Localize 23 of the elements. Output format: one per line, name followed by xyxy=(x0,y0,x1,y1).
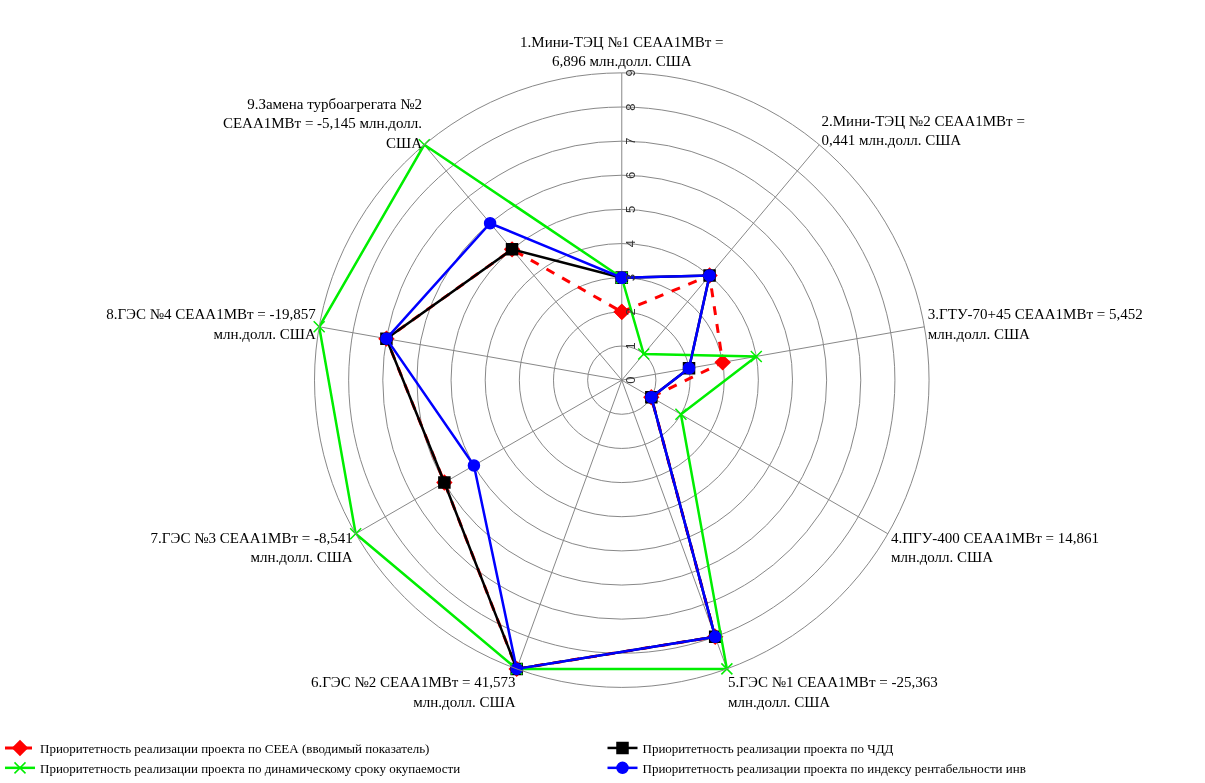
y-tick-label: 2 xyxy=(623,308,639,316)
spoke-label: 3.ГТУ-70+45 СЕАА1МВт = 5,452 млн.долл. США xyxy=(927,306,1143,342)
spoke-label: 6.ГЭС №2 СЕАА1МВт = 41,573 млн.долл. США xyxy=(310,674,516,710)
legend-label: Приоритетность реализации проекта по СЕЕА (вводимый показатель) xyxy=(40,741,430,757)
spoke-label: 7.ГЭС №3 СЕАА1МВт = -8,541 млн.долл. США xyxy=(150,529,353,566)
y-tick-label: 5 xyxy=(623,205,639,214)
spoke-label: 5.ГЭС №1 СЕАА1МВт = -25,363 млн.долл. США xyxy=(728,674,938,710)
spoke-label: 9.Замена турбоагрегата №2 СЕАА1МВт = -5,145 млн.долл. США xyxy=(222,95,423,151)
spoke-label: 2.Мини-ТЭЦ №2 СЕАА1МВт = 0,441 млн.долл. США xyxy=(821,112,1025,149)
legend-label: Приоритетность реализации проекта по ЧДД xyxy=(642,741,894,757)
y-tick-label: 3 xyxy=(623,274,639,282)
y-tick-label: 7 xyxy=(623,137,639,145)
legend-label: Приоритетность реализации проекта по динамическому сроку окупаемости xyxy=(40,760,461,776)
y-tick-label: 9 xyxy=(623,69,639,77)
y-tick-label: 4 xyxy=(623,239,639,248)
spoke-label: 1.Мини-ТЭЦ №1 СЕАА1МВт = 6,896 млн.долл. США xyxy=(520,33,724,70)
y-tick-label: 0 xyxy=(623,376,639,384)
spoke-label: 4.ПГУ-400 СЕАА1МВт = 14,861 млн.долл. США xyxy=(890,529,1099,566)
y-tick-label: 8 xyxy=(623,103,639,111)
y-tick-label: 1 xyxy=(623,342,639,350)
spoke-label: 8.ГЭС №4 СЕАА1МВт = -19,857 млн.долл. США xyxy=(106,306,317,342)
legend-label: Приоритетность реализации проекта по индексу рентабельности инв xyxy=(642,760,1026,776)
y-tick-label: 6 xyxy=(623,171,639,179)
